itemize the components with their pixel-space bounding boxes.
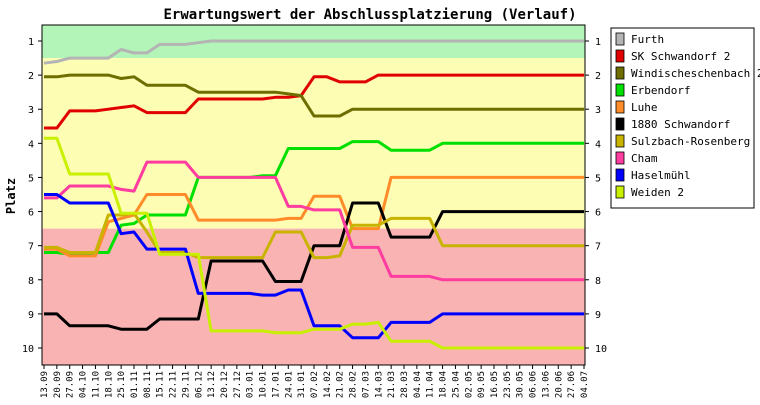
legend-entry: Luhe <box>631 101 658 114</box>
legend-swatch <box>615 32 625 46</box>
x-tick-label: 02.05 <box>464 371 474 398</box>
series-line <box>44 136 584 350</box>
x-tick-label: 13.09 <box>40 371 50 398</box>
x-tick-label: 20.06 <box>554 371 564 398</box>
x-tick-label: 18.10 <box>104 371 114 398</box>
legend-entry: Erbendorf <box>631 84 691 97</box>
x-tick-label: 30.05 <box>516 371 526 398</box>
x-tick-label: 10.01 <box>259 371 269 398</box>
x-tick-label: 07.03 <box>361 371 371 398</box>
x-tick-label: 09.05 <box>477 371 487 398</box>
x-tick-label: 27.06 <box>567 371 577 398</box>
x-tick-label: 08.11 <box>143 371 153 398</box>
x-tick-label: 22.11 <box>169 371 179 398</box>
legend-swatch <box>615 100 625 114</box>
x-tick-label: 24.01 <box>284 371 294 398</box>
x-tick-label: 16.05 <box>490 371 500 398</box>
legend-swatch <box>615 83 625 97</box>
y-tick-label: 7 <box>28 242 34 253</box>
x-tick-label: 13.06 <box>541 371 551 398</box>
y-tick-label: 9 <box>595 310 601 321</box>
legend-swatch <box>615 134 625 148</box>
x-tick-label: 27.12 <box>233 371 243 398</box>
x-tick-label: 14.02 <box>323 371 333 398</box>
x-tick-label: 25.04 <box>451 371 461 398</box>
y-tick-label: 1 <box>595 37 601 48</box>
y-tick-label: 10 <box>22 344 34 355</box>
x-tick-label: 28.02 <box>349 371 359 398</box>
x-tick-label: 20.09 <box>53 371 63 398</box>
x-tick-label: 11.04 <box>426 371 436 398</box>
x-tick-label: 13.12 <box>207 371 217 398</box>
y-tick-label: 3 <box>28 105 34 116</box>
x-tick-label: 11.10 <box>91 371 101 398</box>
legend-swatch <box>615 49 625 63</box>
series-line <box>44 201 584 331</box>
y-tick-label: 4 <box>28 139 34 150</box>
legend-entry: SK Schwandorf 2 <box>631 50 730 63</box>
legend-swatch <box>615 151 625 165</box>
y-tick-label: 6 <box>595 208 601 219</box>
y-tick-label: 7 <box>595 242 601 253</box>
x-tick-label: 18.04 <box>439 371 449 398</box>
y-axis-label: Platz <box>4 178 18 214</box>
x-tick-label: 27.09 <box>66 371 76 398</box>
legend-entry: Weiden 2 <box>631 186 684 199</box>
x-tick-label: 31.01 <box>297 371 307 398</box>
x-tick-label: 20.12 <box>220 371 230 398</box>
x-tick-label: 15.11 <box>156 371 166 398</box>
series-line <box>44 73 584 118</box>
y-tick-label: 10 <box>595 344 607 355</box>
legend-swatch <box>615 185 625 199</box>
series-line <box>44 140 584 256</box>
x-tick-label: 28.03 <box>400 371 410 398</box>
y-tick-label: 3 <box>595 105 601 116</box>
series-line <box>44 193 584 340</box>
x-tick-label: 29.11 <box>181 371 191 398</box>
x-tick-label: 06.06 <box>529 371 539 398</box>
legend: Furth SK Schwandorf 2 Windischeschenbach 2… <box>610 27 760 209</box>
legend-entry: 1880 Schwandorf <box>631 118 730 131</box>
x-tick-label: 21.02 <box>336 371 346 398</box>
x-tick-label: 17.01 <box>271 371 281 398</box>
x-tick-label: 04.10 <box>79 371 89 398</box>
legend-entry: Haselmühl <box>631 169 691 182</box>
legend-entry: Furth <box>631 33 664 46</box>
y-tick-label: 5 <box>595 173 601 184</box>
y-tick-label: 6 <box>28 208 34 219</box>
x-tick-label: 14.03 <box>374 371 384 398</box>
x-tick-label: 04.04 <box>413 371 423 398</box>
y-tick-label: 2 <box>28 71 34 82</box>
x-tick-label: 03.01 <box>246 371 256 398</box>
legend-entry: Windischeschenbach 2 <box>631 67 760 80</box>
x-tick-label: 25.10 <box>117 371 127 398</box>
legend-box <box>610 27 755 209</box>
y-tick-label: 8 <box>595 276 601 287</box>
y-tick-label: 1 <box>28 37 34 48</box>
y-tick-label: 4 <box>595 139 601 150</box>
legend-entry: Cham <box>631 152 658 165</box>
y-tick-label: 5 <box>28 173 34 184</box>
legend-swatch <box>615 66 625 80</box>
y-tick-label: 8 <box>28 276 34 287</box>
y-tick-label: 9 <box>28 310 34 321</box>
x-tick-label: 06.12 <box>194 371 204 398</box>
x-tick-label: 21.03 <box>387 371 397 398</box>
x-tick-label: 04.07 <box>580 371 590 398</box>
legend-entry: Sulzbach-Rosenberg <box>631 135 750 148</box>
legend-swatch <box>615 117 625 131</box>
chart-title: Erwartungswert der Abschlussplatzierung … <box>163 7 576 23</box>
x-tick-label: 23.05 <box>503 371 513 398</box>
legend-swatch <box>615 168 625 182</box>
series-line <box>43 39 584 65</box>
series-line <box>44 160 584 282</box>
y-tick-label: 2 <box>595 71 601 82</box>
series-line <box>44 73 584 130</box>
x-tick-label: 01.11 <box>130 371 140 398</box>
x-tick-label: 07.02 <box>310 371 320 398</box>
